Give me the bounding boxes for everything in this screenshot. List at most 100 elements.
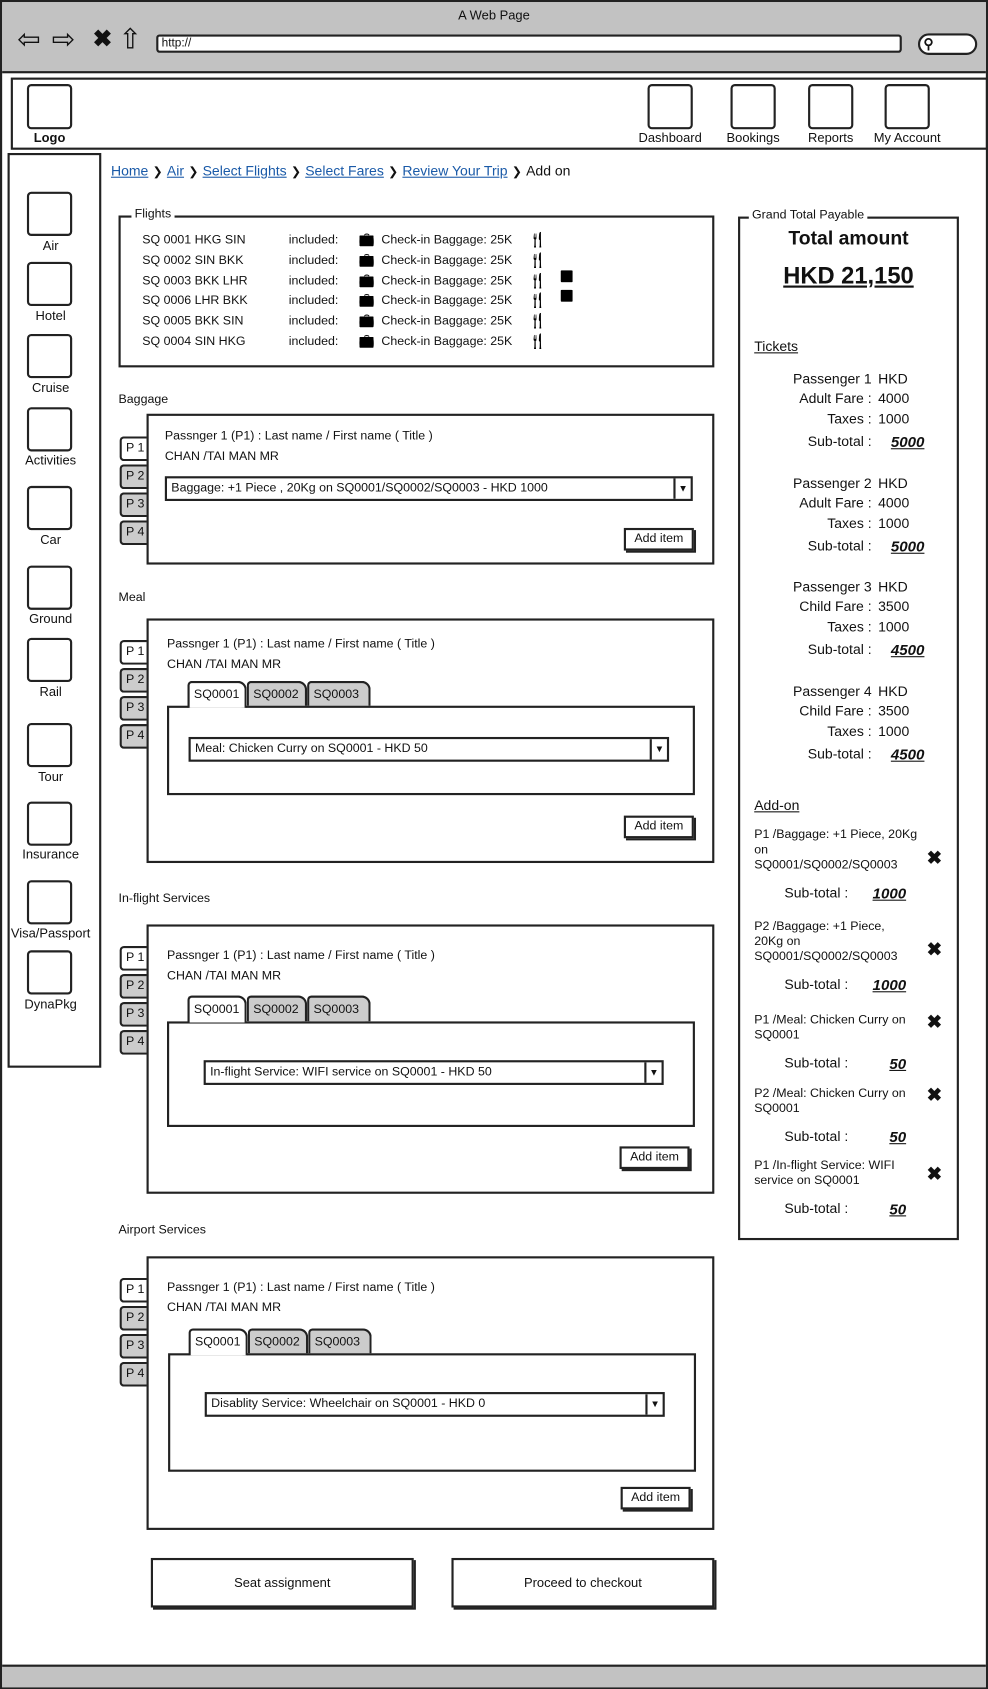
sidebar-item-cruise[interactable]: Cruise xyxy=(31,380,70,396)
breadcrumb-link[interactable]: Air xyxy=(166,162,185,179)
passenger-tab-2[interactable]: P 2 xyxy=(119,668,149,693)
addon-select[interactable]: In-flight Service: WIFI service on SQ000… xyxy=(203,1060,664,1085)
breadcrumb-link[interactable]: Review Your Trip xyxy=(402,162,508,179)
home-icon[interactable]: ⇧ xyxy=(118,22,143,55)
fare-label: Child Fare : xyxy=(799,701,872,719)
flight-tab-sq0001[interactable]: SQ0001 xyxy=(188,1328,248,1356)
remove-addon-icon[interactable]: ✖ xyxy=(926,847,942,869)
passenger-tab-1[interactable]: P 1 xyxy=(119,639,149,665)
breadcrumb-link[interactable]: Select Fares xyxy=(305,162,384,179)
sidebar-item-insurance[interactable]: Insurance xyxy=(22,846,80,862)
sidebar-item-tour[interactable]: Tour xyxy=(38,769,64,785)
sidebar-item-rail-icon[interactable] xyxy=(26,637,73,683)
passenger-tab-3[interactable]: P 3 xyxy=(119,1002,149,1027)
flight-tab-sq0001[interactable]: SQ0001 xyxy=(187,680,247,708)
passenger-tab-4[interactable]: P 4 xyxy=(119,520,149,546)
sidebar-item-hotel-icon[interactable] xyxy=(26,261,73,306)
sidebar-item-activities-icon[interactable] xyxy=(26,407,73,452)
flight-tab-sq0002[interactable]: SQ0002 xyxy=(246,680,308,707)
stop-icon[interactable]: ✖ xyxy=(92,24,113,52)
taxes-value: 1000 xyxy=(878,722,910,739)
addon-select[interactable]: Disablity Service: Wheelchair on SQ0001 … xyxy=(204,1392,665,1417)
sidebar-item-dynapkg-icon[interactable] xyxy=(26,950,73,995)
flight-tab-sq0003[interactable]: SQ0003 xyxy=(308,1328,372,1355)
nav-bookings[interactable]: Bookings xyxy=(726,130,780,146)
passenger-tab-4[interactable]: P 4 xyxy=(119,1030,149,1055)
sidebar-item-cruise-icon[interactable] xyxy=(26,334,73,379)
logo-label: Logo xyxy=(33,130,66,146)
breadcrumb-link[interactable]: Select Flights xyxy=(202,162,287,179)
remove-addon-icon[interactable]: ✖ xyxy=(926,1011,942,1033)
flight-tab-sq0003[interactable]: SQ0003 xyxy=(307,995,371,1022)
chevron-down-icon[interactable]: ▼ xyxy=(644,1062,661,1083)
seat-assignment-button[interactable]: Seat assignment xyxy=(150,1557,414,1608)
chevron-down-icon[interactable]: ▼ xyxy=(645,1394,662,1415)
passenger-tab-2[interactable]: P 2 xyxy=(119,464,149,490)
flight-tab-sq0002[interactable]: SQ0002 xyxy=(246,995,308,1022)
sidebar-item-air-icon[interactable] xyxy=(26,191,73,236)
nav-reports-icon[interactable] xyxy=(808,84,854,130)
search-icon[interactable]: ⚲ xyxy=(917,33,978,55)
passenger-tab-1[interactable]: P 1 xyxy=(119,945,149,971)
sidebar-item-car[interactable]: Car xyxy=(40,532,62,548)
sidebar-item-activities[interactable]: Activities xyxy=(25,452,77,468)
passenger-tab-2[interactable]: P 2 xyxy=(119,973,149,999)
breadcrumb-link[interactable]: Home xyxy=(110,162,149,179)
flight-tab-sq0003[interactable]: SQ0003 xyxy=(307,680,371,707)
addon-select[interactable]: Baggage: +1 Piece , 20Kg on SQ0001/SQ000… xyxy=(164,476,693,502)
chevron-down-icon[interactable]: ▼ xyxy=(673,478,690,499)
flight-tab-sq0001[interactable]: SQ0001 xyxy=(187,995,247,1023)
browser-chrome: A Web Page ⇦ ⇨ ✖ ⇧ http:// ⚲ xyxy=(2,2,986,74)
flight-tab-sq0002[interactable]: SQ0002 xyxy=(247,1328,309,1355)
sidebar-item-ground-icon[interactable] xyxy=(26,565,73,610)
passenger-tab-3[interactable]: P 3 xyxy=(119,492,149,518)
select-value: Baggage: +1 Piece , 20Kg on SQ0001/SQ000… xyxy=(171,481,548,495)
logo[interactable] xyxy=(26,84,73,130)
addon-select[interactable]: Meal: Chicken Curry on SQ0001 - HKD 50 ▼ xyxy=(188,736,670,762)
remove-addon-icon[interactable]: ✖ xyxy=(926,1084,942,1106)
passenger-tab-4[interactable]: P 4 xyxy=(119,1361,149,1387)
addon-description: SQ0001/SQ0002/SQ0003 xyxy=(754,950,898,964)
add-item-button[interactable]: Add item xyxy=(619,1146,690,1170)
sidebar-item-ground[interactable]: Ground xyxy=(29,610,73,626)
add-item-button[interactable]: Add item xyxy=(623,815,694,839)
sidebar-item-tour-icon[interactable] xyxy=(26,722,73,768)
chevron-down-icon[interactable]: ▼ xyxy=(649,739,667,760)
sidebar-item-visa-passport-icon[interactable] xyxy=(26,880,73,925)
nav-bookings-icon[interactable] xyxy=(730,84,776,130)
add-item-button[interactable]: Add item xyxy=(620,1486,691,1510)
nav-my-account-icon[interactable] xyxy=(884,84,930,130)
back-icon[interactable]: ⇦ xyxy=(17,22,41,55)
passenger-tab-1[interactable]: P 1 xyxy=(119,1277,149,1303)
passenger-name: CHAN /TAI MAN MR xyxy=(167,658,282,672)
sidebar-item-visa-passport[interactable]: Visa/Passport xyxy=(10,925,91,941)
baggage-allowance: Check-in Baggage: 25K xyxy=(381,254,513,267)
passenger-tab-3[interactable]: P 3 xyxy=(119,1333,149,1359)
sidebar-item-rail[interactable]: Rail xyxy=(39,684,62,700)
passenger-tab-2[interactable]: P 2 xyxy=(119,1305,149,1331)
flight-number: SQ 0003 BKK LHR xyxy=(142,274,248,288)
forward-icon[interactable]: ⇨ xyxy=(51,22,76,55)
sidebar-item-insurance-icon[interactable] xyxy=(26,801,73,846)
url-input[interactable]: http:// xyxy=(156,34,902,53)
in-flight-services-section-label: In-flight Services xyxy=(118,892,211,906)
passenger-tab-3[interactable]: P 3 xyxy=(119,696,149,721)
proceed-to-checkout-button[interactable]: Proceed to checkout xyxy=(451,1557,715,1608)
grand-total-legend: Grand Total Payable xyxy=(748,209,868,222)
remove-addon-icon[interactable]: ✖ xyxy=(926,1163,942,1185)
nav-my-account[interactable]: My Account xyxy=(873,130,941,146)
passenger-tab-1[interactable]: P 1 xyxy=(119,436,149,462)
nav-reports[interactable]: Reports xyxy=(808,130,854,146)
add-item-button[interactable]: Add item xyxy=(623,527,694,551)
remove-addon-icon[interactable]: ✖ xyxy=(926,939,942,960)
addon-description: 20Kg on xyxy=(754,935,801,949)
nav-dashboard-icon[interactable] xyxy=(647,84,693,130)
sidebar-item-air[interactable]: Air xyxy=(42,238,59,254)
nav-dashboard[interactable]: Dashboard xyxy=(638,130,702,146)
passenger-tab-4[interactable]: P 4 xyxy=(119,724,149,749)
sidebar-item-dynapkg[interactable]: DynaPkg xyxy=(24,996,77,1012)
sidebar-item-car-icon[interactable] xyxy=(26,485,73,531)
addon-subtotal-value: 1000 xyxy=(872,884,907,902)
sidebar-item-hotel[interactable]: Hotel xyxy=(35,308,66,324)
passenger-heading: Passnger 1 (P1) : Last name / First name… xyxy=(167,1281,435,1294)
